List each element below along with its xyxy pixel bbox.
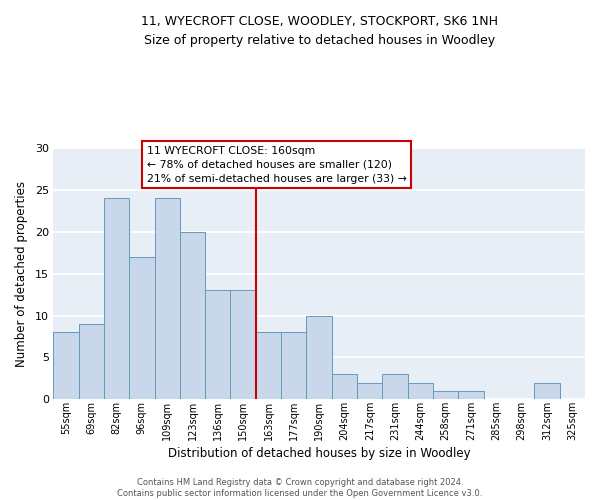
Bar — [458, 391, 484, 400]
Bar — [332, 374, 357, 400]
Bar — [230, 290, 256, 400]
Bar — [256, 332, 281, 400]
Bar — [433, 391, 458, 400]
Bar — [53, 332, 79, 400]
Text: Contains HM Land Registry data © Crown copyright and database right 2024.
Contai: Contains HM Land Registry data © Crown c… — [118, 478, 482, 498]
Bar — [357, 382, 382, 400]
Bar — [307, 316, 332, 400]
X-axis label: Distribution of detached houses by size in Woodley: Distribution of detached houses by size … — [168, 447, 470, 460]
Bar — [129, 257, 155, 400]
Bar — [180, 232, 205, 400]
Y-axis label: Number of detached properties: Number of detached properties — [15, 180, 28, 366]
Bar — [79, 324, 104, 400]
Text: 11 WYECROFT CLOSE: 160sqm
← 78% of detached houses are smaller (120)
21% of semi: 11 WYECROFT CLOSE: 160sqm ← 78% of detac… — [146, 146, 407, 184]
Bar — [205, 290, 230, 400]
Title: 11, WYECROFT CLOSE, WOODLEY, STOCKPORT, SK6 1NH
Size of property relative to det: 11, WYECROFT CLOSE, WOODLEY, STOCKPORT, … — [140, 15, 497, 47]
Bar — [104, 198, 129, 400]
Bar — [535, 382, 560, 400]
Bar — [281, 332, 307, 400]
Bar — [408, 382, 433, 400]
Bar — [155, 198, 180, 400]
Bar — [382, 374, 408, 400]
